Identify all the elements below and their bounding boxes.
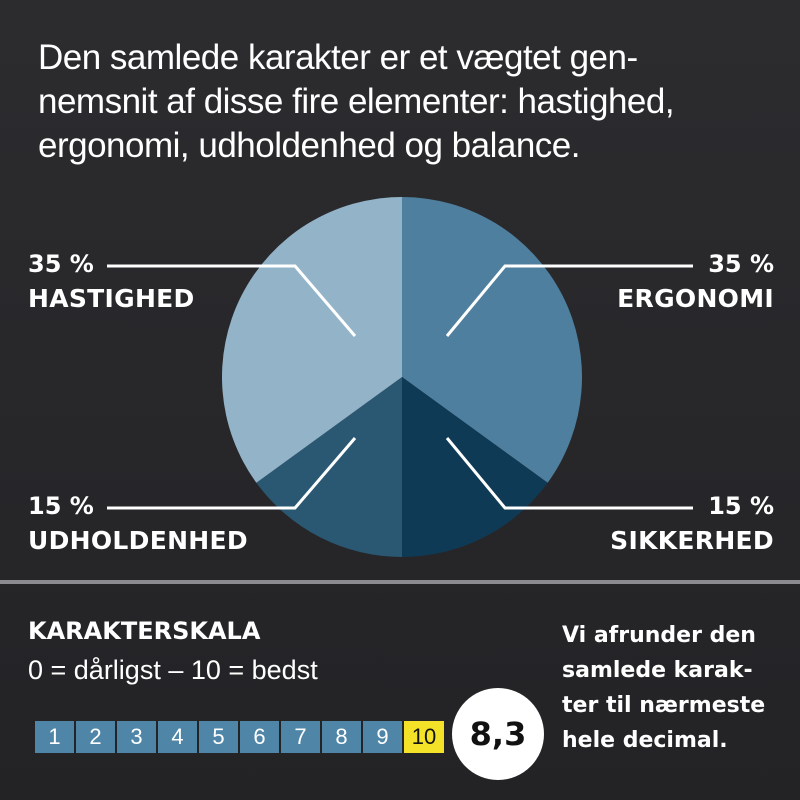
intro-line-2: nemsnit af disse fire elementer: hastigh… [38, 82, 675, 121]
pie-chart [107, 197, 693, 557]
rounding-note: Vi afrunder den samlede karak- ter til n… [562, 618, 792, 758]
leader-line-udholdenhed [107, 437, 357, 510]
note-line-3: ter til nærmeste [562, 693, 766, 718]
scale-cell-7: 7 [281, 721, 320, 753]
scale-cell-3: 3 [117, 721, 156, 753]
udholdenhed-label: UDHOLDENHED [28, 526, 248, 555]
scale-cell-5: 5 [199, 721, 238, 753]
score-badge: 8,3 [452, 688, 544, 780]
score-value: 8,3 [469, 715, 527, 753]
hastighed-percent: 35 % [28, 250, 94, 278]
leader-line-sikkerhed [445, 437, 693, 510]
sikkerhed-percent: 15 % [708, 492, 774, 520]
scale-cell-4: 4 [158, 721, 197, 753]
note-line-1: Vi afrunder den [562, 623, 756, 648]
pie-slices [222, 197, 582, 557]
ergonomi-label: ERGONOMI [617, 284, 774, 313]
note-line-2: samlede karak- [562, 658, 753, 683]
intro-line-1: Den samlede karakter er et vægtet gen- [38, 38, 638, 77]
leader-line-hastighed [107, 264, 357, 337]
leader-line-ergonomi [445, 264, 693, 337]
pie-slice-sikkerhed [402, 377, 548, 557]
scale-cell-8: 8 [322, 721, 361, 753]
intro-text: Den samlede karakter er et vægtet gen- n… [38, 36, 758, 168]
scale-cell-6: 6 [240, 721, 279, 753]
leader-lines [107, 264, 693, 510]
note-line-4: hele decimal. [562, 728, 728, 753]
scale-cell-10: 10 [404, 721, 444, 753]
pie-slice-ergonomi [402, 197, 582, 483]
hastighed-label: HASTIGHED [28, 284, 195, 313]
scale-cell-2: 2 [76, 721, 115, 753]
scale-cell-1: 1 [35, 721, 74, 753]
grade-scale: 1 2 3 4 5 6 7 8 9 10 [35, 721, 446, 753]
sikkerhed-label: SIKKERHED [610, 526, 774, 555]
ergonomi-percent: 35 % [708, 250, 774, 278]
pie-slice-hastighed [222, 197, 402, 483]
udholdenhed-percent: 15 % [28, 492, 94, 520]
scale-title: KARAKTERSKALA [28, 617, 261, 645]
scale-description: 0 = dårligst – 10 = bedst [28, 655, 318, 685]
scale-cell-9: 9 [363, 721, 402, 753]
intro-line-3: ergonomi, udholdenhed og balance. [38, 126, 581, 165]
section-divider [0, 580, 800, 584]
